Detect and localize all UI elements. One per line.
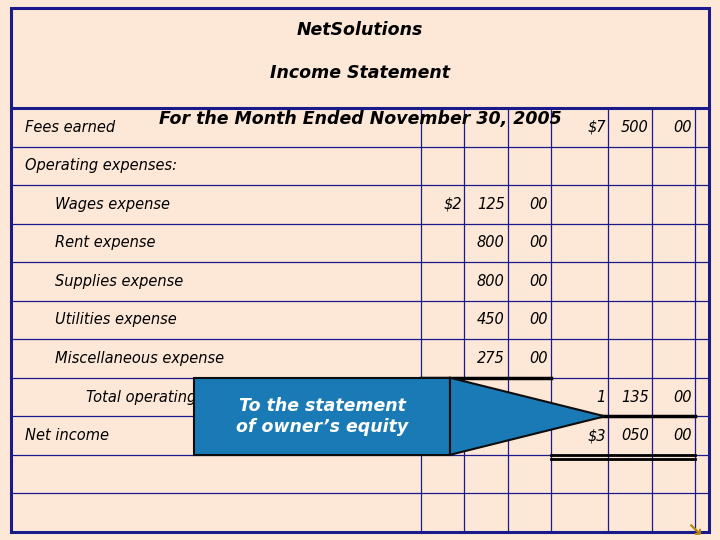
FancyBboxPatch shape (11, 8, 709, 532)
Polygon shape (450, 378, 605, 455)
Text: 1: 1 (596, 389, 606, 404)
FancyBboxPatch shape (194, 378, 450, 455)
Text: $2: $2 (443, 197, 462, 212)
Text: Net income: Net income (25, 428, 109, 443)
Text: 00: 00 (529, 313, 548, 327)
Text: Utilities expense: Utilities expense (55, 313, 177, 327)
Text: 125: 125 (477, 197, 505, 212)
Text: Fees earned: Fees earned (25, 120, 115, 135)
Text: Supplies expense: Supplies expense (55, 274, 184, 289)
Text: $7: $7 (587, 120, 606, 135)
Text: NetSolutions: NetSolutions (297, 21, 423, 39)
Text: Operating expenses:: Operating expenses: (25, 158, 177, 173)
Text: 00: 00 (529, 351, 548, 366)
Text: $3: $3 (587, 428, 606, 443)
Text: 800: 800 (477, 235, 505, 251)
Text: 800: 800 (477, 274, 505, 289)
Text: 00: 00 (673, 428, 692, 443)
Text: 450: 450 (477, 313, 505, 327)
Text: Total operating expenses: Total operating expenses (86, 389, 270, 404)
Text: For the Month Ended November 30, 2005: For the Month Ended November 30, 2005 (158, 110, 562, 128)
Text: 500: 500 (621, 120, 649, 135)
Text: 00: 00 (529, 274, 548, 289)
Text: 050: 050 (621, 428, 649, 443)
Text: To the statement
of owner’s equity: To the statement of owner’s equity (236, 397, 408, 436)
Text: Rent expense: Rent expense (55, 235, 156, 251)
Text: 00: 00 (529, 197, 548, 212)
Text: 275: 275 (477, 351, 505, 366)
Text: 135: 135 (621, 389, 649, 404)
Text: 00: 00 (673, 120, 692, 135)
Text: Wages expense: Wages expense (55, 197, 171, 212)
Text: Income Statement: Income Statement (270, 64, 450, 82)
Text: 00: 00 (673, 389, 692, 404)
Text: Miscellaneous expense: Miscellaneous expense (55, 351, 225, 366)
Text: ↘: ↘ (687, 521, 703, 540)
Text: 00: 00 (529, 235, 548, 251)
